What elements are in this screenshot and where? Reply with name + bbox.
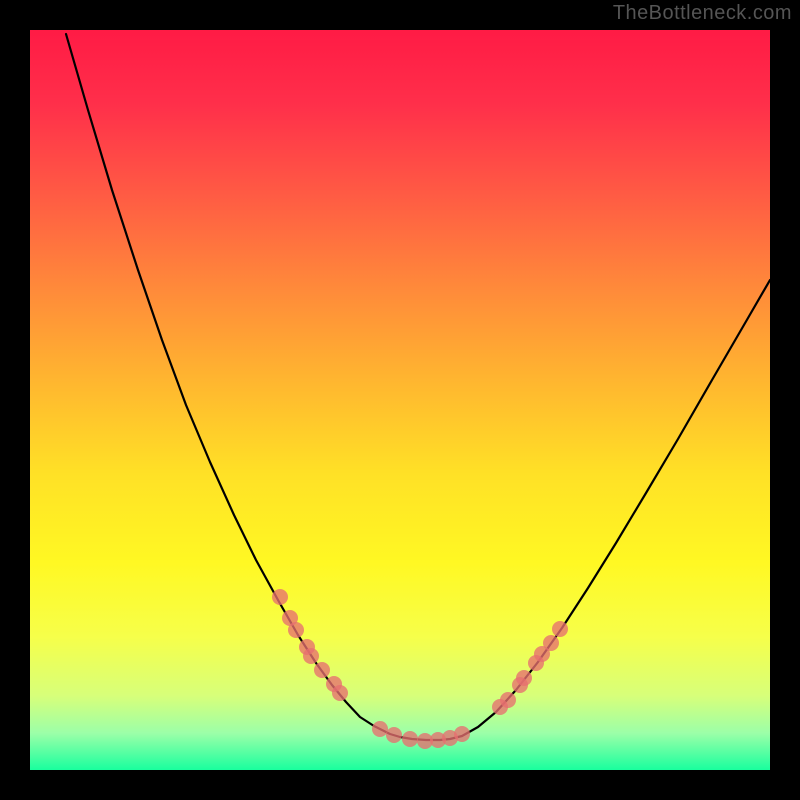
data-point	[454, 726, 470, 742]
data-point	[402, 731, 418, 747]
data-point	[386, 727, 402, 743]
data-point	[516, 670, 532, 686]
data-point	[552, 621, 568, 637]
watermark-text: TheBottleneck.com	[613, 2, 792, 25]
data-point	[272, 589, 288, 605]
data-point	[543, 635, 559, 651]
plot-area	[30, 30, 770, 770]
data-point	[500, 692, 516, 708]
data-point	[372, 721, 388, 737]
gradient-background	[30, 30, 770, 770]
data-point	[332, 685, 348, 701]
data-point	[314, 662, 330, 678]
chart-svg	[30, 30, 770, 770]
data-point	[303, 648, 319, 664]
data-point	[288, 622, 304, 638]
